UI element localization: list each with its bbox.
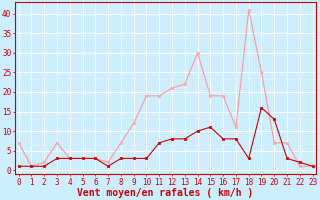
X-axis label: Vent moyen/en rafales ( km/h ): Vent moyen/en rafales ( km/h ) bbox=[77, 188, 254, 198]
